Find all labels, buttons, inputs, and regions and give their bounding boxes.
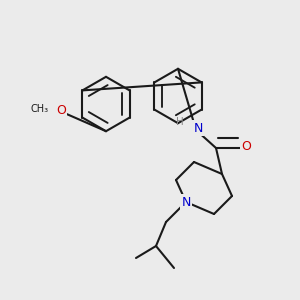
Text: N: N <box>181 196 191 208</box>
Text: N: N <box>193 122 203 134</box>
Text: CH₃: CH₃ <box>31 104 49 114</box>
Text: H: H <box>176 117 184 127</box>
Text: O: O <box>56 104 66 117</box>
Text: O: O <box>241 140 251 152</box>
